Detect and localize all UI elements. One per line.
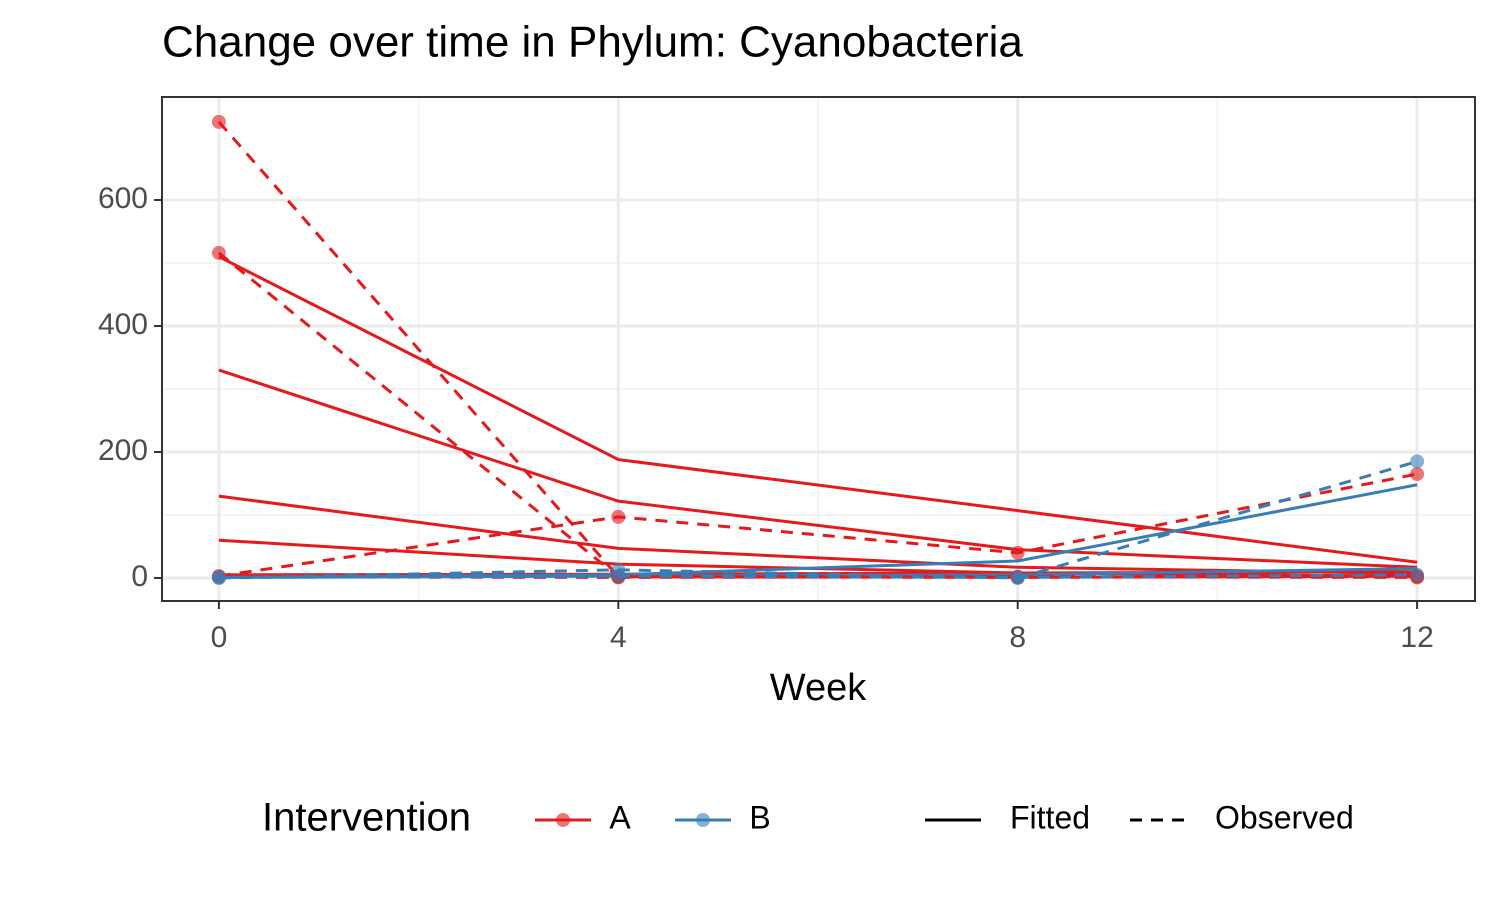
observed-line [218,472,1418,578]
data-point [1010,545,1025,560]
y-tick-label: 600 [98,182,148,215]
data-point [611,569,626,584]
data-point [611,509,626,524]
chart-title: Change over time in Phylum: Cyanobacteri… [162,18,1023,67]
data-point [1410,467,1425,482]
y-tick-label: 400 [98,308,148,341]
data-point [211,245,226,260]
legend-key-point [556,813,570,827]
data-point [211,114,226,129]
y-tick-label: 200 [98,434,148,467]
y-tick-label: 0 [131,560,148,593]
legend-label: A [609,799,631,835]
data-point [211,570,226,585]
x-axis-label: Week [770,667,867,709]
fitted-line [218,368,1418,569]
panel-border [161,96,1476,602]
x-tick-label: 0 [211,621,228,654]
legend-label: Observed [1215,799,1354,835]
observed-line [218,573,1418,579]
legend-label: Fitted [1010,799,1090,835]
legend-label: B [749,799,770,835]
data-point [1010,570,1025,585]
x-tick-label: 12 [1400,621,1433,654]
observed-line [218,460,1418,580]
fitted-line [218,255,1418,564]
legend-title: Intervention [262,796,471,840]
data-point [1410,567,1425,582]
legend-key-point [696,813,710,827]
data-point [1410,454,1425,469]
x-tick-label: 4 [610,621,627,654]
x-tick-label: 8 [1009,621,1026,654]
